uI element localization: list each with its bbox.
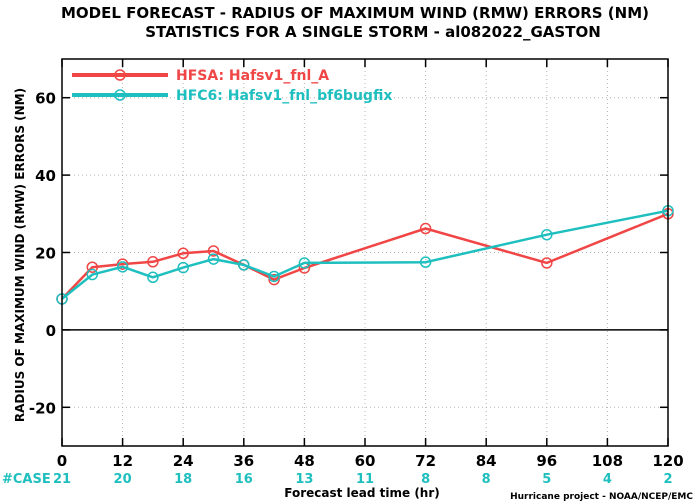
case-count: 13 [295,472,313,487]
case-count: 8 [421,472,430,487]
x-tick-label: 84 [476,452,497,470]
data-point [209,254,219,264]
x-tick-label: 72 [415,452,436,470]
data-point [421,257,431,267]
data-point [299,258,309,268]
case-count: 21 [53,472,71,487]
case-count: 4 [603,472,612,487]
x-tick-label: 48 [294,452,315,470]
case-count: 18 [174,472,192,487]
x-tick-label: 24 [173,452,194,470]
data-point [148,272,158,282]
y-axis-label: RADIUS OF MAXIMUM WIND (RMW) ERRORS (NM) [13,88,27,422]
grid [62,59,668,446]
data-point [118,262,128,272]
data-point [542,258,552,268]
series [57,206,673,304]
x-axis-label: Forecast lead time (hr) [284,486,440,500]
data-point [148,257,158,267]
data-point [269,271,279,281]
legend: HFSA: Hafsv1_fnl_A HFC6: Hafsv1_fnl_bf6b… [72,68,392,104]
x-tick-label: 120 [652,452,683,470]
series-1 [57,206,673,304]
x-tick-label: 12 [112,452,133,470]
case-count: 5 [542,472,551,487]
x-tick-label: 0 [57,452,67,470]
chart-title: MODEL FORECAST - RADIUS OF MAXIMUM WIND … [61,4,649,22]
x-tick-label: 36 [233,452,254,470]
x-tick-label: 60 [355,452,376,470]
data-point [178,263,188,273]
legend-label-hfc6: HFC6: Hafsv1_fnl_bf6bugfix [176,88,392,104]
case-count: 2 [663,472,672,487]
case-count: 20 [114,472,132,487]
y-tick-label: 20 [35,245,56,263]
y-tick-label: 60 [35,90,56,108]
y-tick-label: -20 [29,399,56,417]
data-point [87,270,97,280]
data-point [239,260,249,270]
data-point [542,230,552,240]
case-counts: 21 20 18 16 13 11 8 8 5 4 2 [53,472,673,487]
credit-text: Hurricane project - NOAA/NCEP/EMC [510,492,693,502]
case-count: 8 [482,472,491,487]
chart-subtitle: STATISTICS FOR A SINGLE STORM - al082022… [145,23,601,41]
case-count: 16 [235,472,253,487]
y-tick-label: 40 [35,167,56,185]
data-point [421,224,431,234]
data-point [178,248,188,258]
legend-entry-hfsa: HFSA: Hafsv1_fnl_A [72,68,329,84]
case-label: #CASE [2,472,51,487]
legend-label-hfsa: HFSA: Hafsv1_fnl_A [176,68,329,84]
y-tick-label: 0 [46,322,56,340]
chart: MODEL FORECAST - RADIUS OF MAXIMUM WIND … [0,0,700,503]
x-tick-label: 96 [536,452,557,470]
legend-entry-hfc6: HFC6: Hafsv1_fnl_bf6bugfix [72,88,392,104]
case-count: 11 [356,472,374,487]
x-tick-label: 108 [592,452,623,470]
